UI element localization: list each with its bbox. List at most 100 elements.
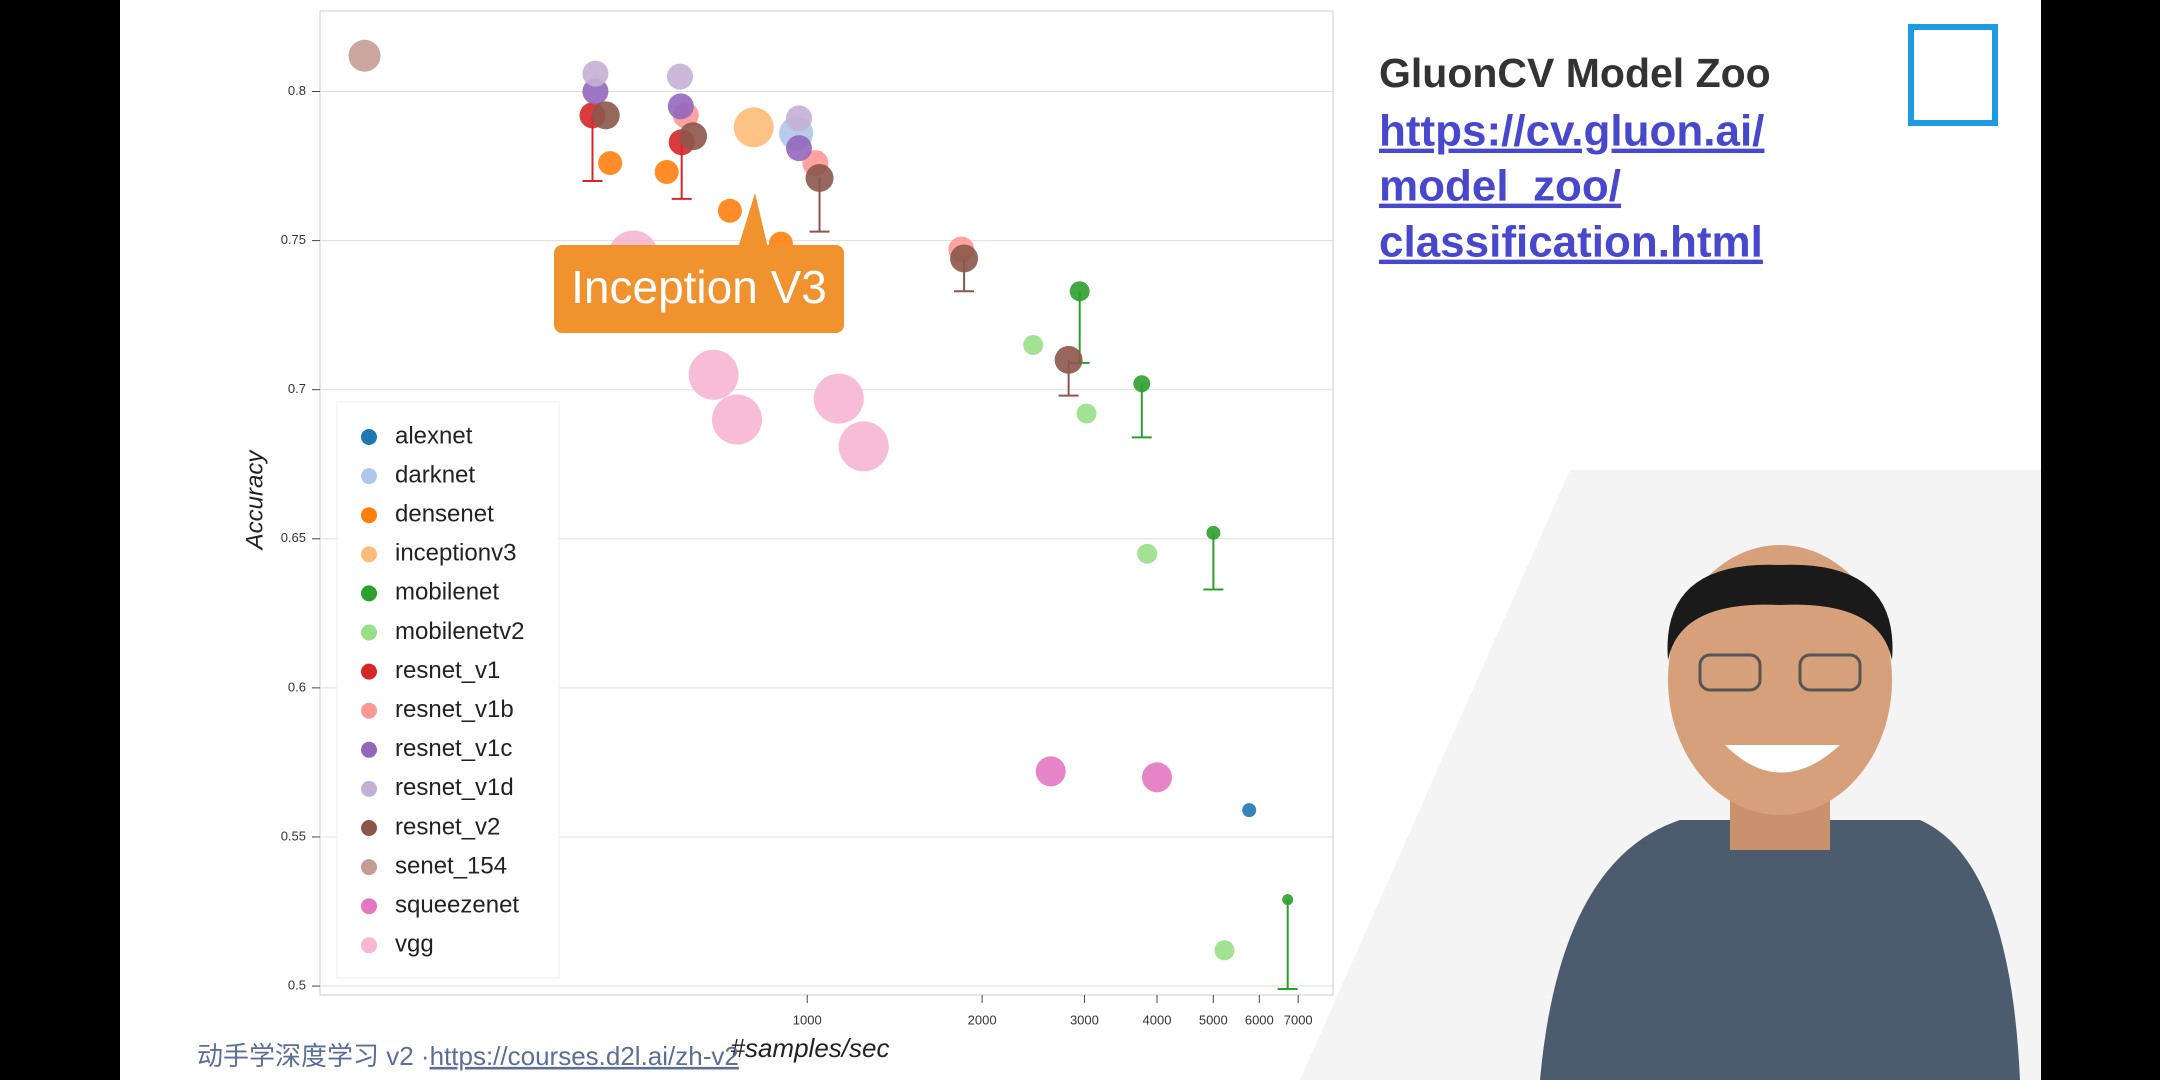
point: [591, 101, 620, 130]
legend-label: mobilenet: [395, 579, 499, 606]
legend-swatch: [361, 624, 377, 641]
point: [667, 63, 694, 90]
legend-swatch: [361, 820, 377, 836]
point: [598, 151, 623, 176]
smile: [1725, 745, 1840, 773]
legend: alexnet darknet densenet inceptionv3 mobilen…: [361, 422, 524, 958]
logo: [1908, 24, 1998, 126]
callout-pointer: [738, 193, 768, 248]
legend-swatch: [361, 702, 377, 719]
point: [1023, 334, 1044, 355]
point: [1035, 756, 1066, 787]
legend-swatch: [361, 429, 377, 445]
legend-label: senet_154: [395, 852, 507, 879]
point: [1214, 940, 1235, 961]
point: [805, 163, 834, 192]
point: [1282, 894, 1294, 906]
point: [1133, 375, 1151, 393]
legend-swatch: [361, 663, 377, 680]
legend-label: mobilenetv2: [395, 618, 524, 645]
point: [950, 244, 979, 273]
legend-label: alexnet: [395, 422, 473, 449]
x-tick-label: 2000: [968, 1012, 997, 1027]
footer-link[interactable]: https://courses.d2l.ai/zh-v2: [430, 1041, 739, 1071]
error-bar: [1131, 383, 1152, 439]
x-tick-label: 5000: [1199, 1012, 1228, 1027]
slide-title: GluonCV Model Zoo: [1379, 50, 1771, 96]
x-tick-label: 3000: [1070, 1012, 1099, 1027]
y-tick-label: 0.55: [281, 828, 306, 843]
point: [733, 107, 774, 148]
y-tick-label: 0.7: [288, 381, 306, 396]
y-axis-label: Accuracy: [241, 449, 268, 552]
y-tick-label: 0.75: [281, 232, 306, 247]
legend-swatch: [361, 898, 377, 915]
point: [348, 39, 381, 72]
glasses: [1798, 653, 1862, 692]
point: [679, 122, 708, 151]
legend-label: inceptionv3: [395, 540, 516, 567]
left-bar: [0, 0, 120, 1080]
legend-swatch: [361, 507, 377, 524]
y-tick-label: 0.65: [281, 530, 306, 545]
annotation: Inception V3: [554, 193, 844, 333]
y-tick-label: 0.5: [288, 977, 306, 992]
point: [786, 105, 813, 132]
point: [1206, 525, 1221, 540]
legend-label: squeezenet: [395, 892, 519, 919]
point: [654, 160, 679, 185]
y-tick-label: 0.6: [288, 679, 306, 694]
point: [582, 60, 609, 87]
x-axis-label: #samples/sec: [731, 1033, 890, 1063]
point: [838, 421, 889, 472]
error-bar: [1203, 532, 1224, 591]
point: [688, 349, 739, 400]
slide-link[interactable]: classification.html: [1379, 218, 1763, 267]
right-bar: [2041, 0, 2160, 1080]
point: [717, 198, 742, 223]
hair: [1667, 564, 1893, 660]
legend-swatch: [361, 468, 377, 485]
glasses: [1698, 653, 1762, 692]
point: [813, 373, 864, 424]
point: [582, 78, 609, 105]
legend-box: [336, 401, 560, 979]
legend-label: resnet_v1c: [395, 735, 512, 762]
legend-swatch: [361, 741, 377, 758]
slide-link[interactable]: https://cv.gluon.ai/: [1379, 107, 1764, 156]
callout-box: [554, 245, 844, 333]
legend-swatch: [361, 585, 377, 602]
legend-label: vgg: [395, 931, 434, 958]
x-tick-label: 6000: [1245, 1012, 1274, 1027]
legend-swatch: [361, 859, 377, 876]
legend-label: darknet: [395, 461, 475, 488]
point: [1142, 762, 1173, 793]
x-tick-label: 1000: [793, 1012, 822, 1027]
legend-swatch: [361, 546, 377, 563]
legend-label: resnet_v1b: [395, 696, 514, 723]
point: [1076, 403, 1097, 424]
annotation-text: Inception V3: [571, 261, 827, 313]
legend-swatch: [361, 780, 377, 797]
point: [1242, 803, 1257, 818]
error-bar: [1277, 899, 1298, 991]
point: [1054, 345, 1083, 374]
legend-label: resnet_v2: [395, 813, 500, 840]
shirt: [1540, 820, 2020, 1080]
y-tick-label: 0.8: [288, 83, 306, 98]
x-tick-label: 7000: [1284, 1012, 1313, 1027]
legend-label: resnet_v1d: [395, 774, 514, 801]
point: [1069, 281, 1090, 302]
legend-swatch: [361, 937, 377, 954]
point: [786, 135, 813, 162]
footer-text: 动手学深度学习 v2 ·: [197, 1041, 430, 1071]
point: [1137, 543, 1158, 564]
legend-label: resnet_v1: [395, 657, 500, 684]
x-tick-label: 4000: [1143, 1012, 1172, 1027]
presenter: [1300, 470, 2041, 1080]
point: [711, 394, 762, 445]
legend-label: densenet: [395, 501, 494, 528]
slide-link[interactable]: model_zoo/: [1379, 162, 1621, 211]
point: [667, 93, 694, 120]
